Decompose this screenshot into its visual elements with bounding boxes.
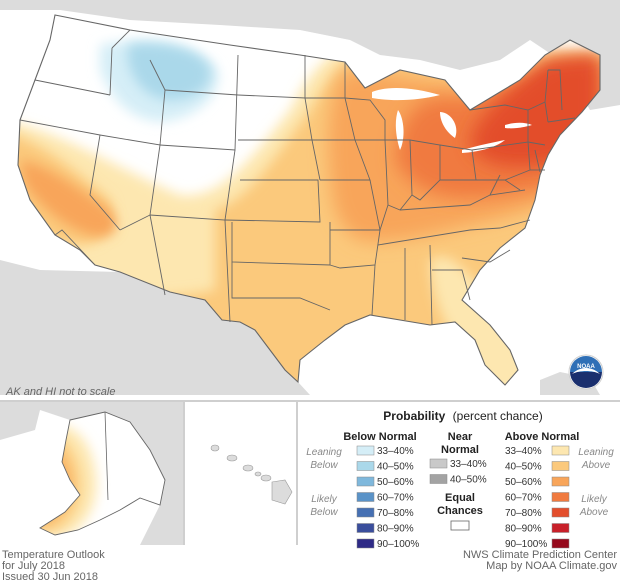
- below-bin-label-4: 70–80%: [377, 508, 414, 519]
- below-bins: 33–40% 40–50% 50–60% 60–70% 70–80% 80–90% 90–1…: [356, 445, 419, 550]
- above-bin-swatch-0: [551, 445, 570, 456]
- noaa-logo-top: [570, 356, 602, 372]
- below-bin-swatch-3: [356, 492, 375, 502]
- near-bin-swatch-0: [429, 458, 448, 469]
- inset-separator-3: [296, 402, 298, 545]
- below-bin-swatch-0: [356, 445, 375, 456]
- below-likely-line2: Below: [310, 507, 338, 518]
- below-bin-swatch-1: [356, 461, 375, 471]
- equal-chances-swatch: [450, 520, 470, 531]
- above-bin-label-4: 70–80%: [505, 508, 542, 519]
- state-borders: [17, 14, 601, 386]
- below-leaning-line1: Leaning: [306, 447, 342, 458]
- near-heading-line2: Normal: [441, 444, 479, 456]
- above-bin-label-0: 33–40%: [505, 446, 542, 457]
- equal-heading-line1: Equal: [445, 492, 475, 504]
- above-leaning-line2: Above: [581, 460, 611, 471]
- below-bin-label-6: 90–100%: [377, 539, 419, 550]
- above-bin-swatch-4: [551, 507, 570, 518]
- above-bins: 33–40% 40–50% 50–60% 60–70% 70–80% 80–90% 90–1…: [505, 445, 570, 550]
- inset-separator: [0, 400, 620, 402]
- above-bin-swatch-6: [551, 538, 570, 549]
- above-bin-swatch-1: [551, 461, 570, 471]
- below-heading: Below Normal: [343, 431, 416, 443]
- above-bin-label-3: 60–70%: [505, 493, 542, 504]
- inset-separator-2: [183, 402, 185, 545]
- above-likely-line2: Above: [579, 507, 609, 518]
- noaa-logo-icon: NOAA: [568, 354, 604, 390]
- lake-superior: [372, 88, 440, 101]
- near-bin-label-0: 33–40%: [450, 459, 487, 470]
- above-bin-swatch-3: [551, 492, 570, 502]
- below-bin-label-2: 50–60%: [377, 477, 414, 488]
- hawaii-inset: [210, 444, 293, 505]
- footer-right-line2: Map by NOAA Climate.gov: [486, 560, 617, 572]
- scale-note: AK and HI not to scale: [5, 386, 115, 398]
- below-bin-label-0: 33–40%: [377, 446, 414, 457]
- legend: Probability (percent chance) Below Norma…: [306, 409, 614, 550]
- below-likely-line1: Likely: [311, 494, 338, 505]
- above-bin-swatch-2: [551, 476, 570, 487]
- legend-title-main: Probability: [383, 409, 445, 423]
- below-bin-swatch-6: [356, 538, 375, 549]
- lake-huron: [440, 112, 457, 138]
- near-bin-label-1: 40–50%: [450, 475, 487, 486]
- legend-title: Probability (percent chance): [383, 409, 542, 423]
- below-bin-swatch-2: [356, 476, 375, 487]
- equal-heading-line2: Chances: [437, 505, 483, 517]
- below-bin-swatch-5: [356, 523, 375, 533]
- canada-land: [0, 0, 620, 110]
- noaa-logo-bottom: [570, 372, 602, 388]
- above-bin-label-1: 40–50%: [505, 462, 542, 473]
- legend-title-suffix: (percent chance): [453, 409, 543, 423]
- above-heading: Above Normal: [505, 431, 580, 443]
- above-bin-label-6: 90–100%: [505, 539, 547, 550]
- footer: Temperature Outlook for July 2018 Issued…: [2, 549, 617, 583]
- below-bin-swatch-4: [356, 507, 375, 518]
- above-bin-label-5: 80–90%: [505, 524, 542, 535]
- mexico-land: [0, 260, 310, 395]
- footer-left-line3: Issued 30 Jun 2018: [2, 571, 98, 583]
- alaska-inset: [0, 402, 183, 545]
- footer-left-line2: for July 2018: [2, 560, 65, 572]
- below-bin-label-1: 40–50%: [377, 462, 414, 473]
- above-bin-label-2: 50–60%: [505, 477, 542, 488]
- below-leaning-line2: Below: [310, 460, 338, 471]
- near-bins: 33–40% 40–50%: [429, 458, 487, 486]
- near-heading-line1: Near: [448, 431, 473, 443]
- above-bin-swatch-5: [551, 523, 570, 533]
- lake-ontario: [505, 122, 532, 129]
- below-bin-label-3: 60–70%: [377, 493, 414, 504]
- footer-right-line1: NWS Climate Prediction Center: [463, 549, 617, 561]
- noaa-logo-text: NOAA: [577, 364, 595, 370]
- footer-left-line1: Temperature Outlook: [2, 549, 105, 561]
- below-bin-label-5: 80–90%: [377, 524, 414, 535]
- near-bin-swatch-1: [429, 474, 448, 484]
- above-leaning-line1: Leaning: [578, 447, 614, 458]
- above-likely-line1: Likely: [581, 494, 608, 505]
